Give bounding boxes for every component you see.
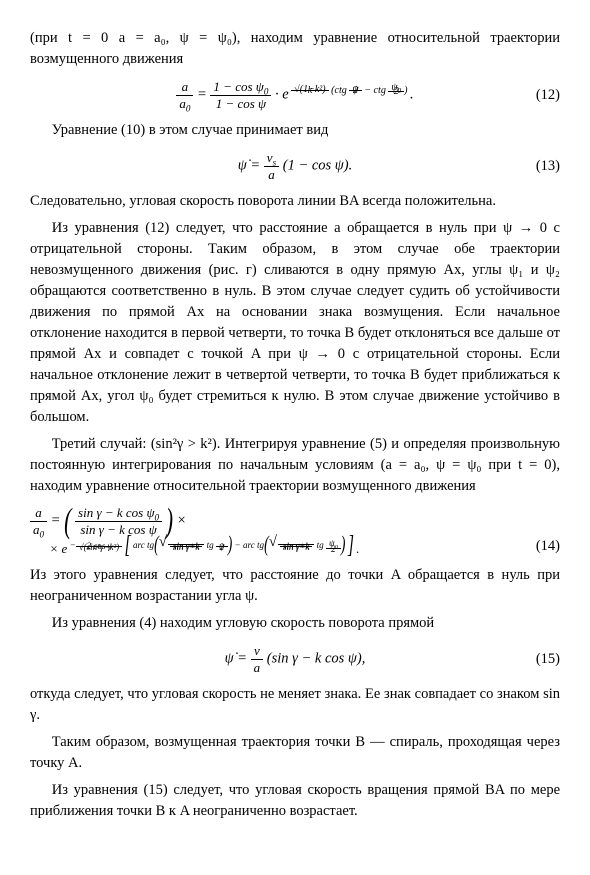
equation-14-line2: × e −2 cos γ√(sin²γ−k²) [ arc tg(√sin γ+… xyxy=(30,541,560,557)
equation-12: aa0 = 1 − cos ψ01 − cos ψ · e √(1−k²)k (… xyxy=(30,78,560,112)
equation-14-line1: aa0 = ( sin γ − k cos ψ0sin γ − k cos ψ … xyxy=(30,505,560,537)
equation-14: aa0 = ( sin γ − k cos ψ0sin γ − k cos ψ … xyxy=(30,505,560,557)
para-1: (при t = 0 a = a₀, ψ = ψ₀), находим урав… xyxy=(30,28,560,70)
para-3: Следовательно, угловая скорость поворота… xyxy=(30,191,560,212)
equation-15-number: (15) xyxy=(536,649,560,670)
equation-13-body: ψ̇ = vsa (1 − cos ψ). xyxy=(238,150,353,182)
equation-14-number: (14) xyxy=(536,536,560,557)
para-10: Из уравнения (15) следует, что угловая с… xyxy=(30,780,560,822)
para-4: Из уравнения (12) следует, что расстояни… xyxy=(30,218,560,428)
equation-12-body: aa0 = 1 − cos ψ01 − cos ψ · e √(1−k²)k (… xyxy=(176,79,413,111)
para-7: Из уравнения (4) находим угловую скорост… xyxy=(30,613,560,634)
para-9: Таким образом, возмущенная траектория то… xyxy=(30,732,560,774)
equation-12-number: (12) xyxy=(536,85,560,106)
para-2: Уравнение (10) в этом случае принимает в… xyxy=(30,120,560,141)
equation-13: ψ̇ = vsa (1 − cos ψ). (13) xyxy=(30,149,560,183)
equation-15: ψ̇ = va (sin γ − k cos ψ), (15) xyxy=(30,642,560,676)
equation-13-number: (13) xyxy=(536,156,560,177)
para-6: Из этого уравнения следует, что расстоян… xyxy=(30,565,560,607)
equation-15-body: ψ̇ = va (sin γ − k cos ψ), xyxy=(225,643,366,675)
para-5: Третий случай: (sin²γ > k²). Интегрируя … xyxy=(30,434,560,497)
para-8: откуда следует, что угловая скорость не … xyxy=(30,684,560,726)
